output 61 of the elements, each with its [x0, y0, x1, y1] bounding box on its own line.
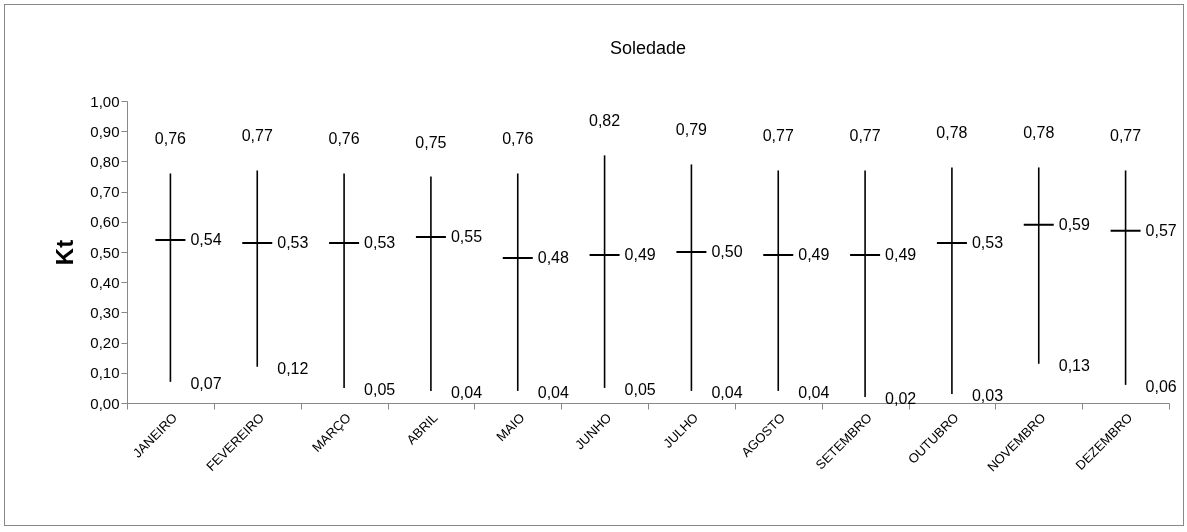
text: 0,04: [798, 383, 830, 401]
text: 0,76: [328, 130, 360, 148]
chart-title: Soledade: [609, 38, 687, 58]
text: 0,59: [1058, 215, 1090, 233]
text: 0,82: [589, 112, 621, 130]
y-tick-label: 0,30: [90, 303, 120, 321]
text: 0,78: [936, 124, 968, 142]
text: 0,79: [675, 121, 707, 139]
candlestick: [935, 166, 968, 395]
text: 0,04: [450, 383, 483, 401]
y-tick-label: 0,10: [90, 364, 120, 382]
y-axis-title: Kt: [51, 239, 79, 266]
text: 0,05: [624, 380, 656, 398]
y-tick-label: 0,80: [90, 152, 120, 170]
text: 0,13: [1058, 356, 1090, 374]
text: 0,77: [1110, 127, 1142, 145]
candlestick: [849, 169, 882, 398]
text: 0,49: [624, 246, 656, 264]
y-tick-label: 0,70: [90, 183, 120, 201]
candlestick: [1022, 166, 1055, 365]
candlestick: [1109, 169, 1142, 386]
candlestick: [501, 172, 534, 392]
text: 0,12: [277, 359, 309, 377]
text: 0,05: [364, 380, 396, 398]
text: 0,49: [885, 246, 917, 264]
candlestick: [414, 175, 447, 392]
text: 0,07: [190, 374, 222, 392]
candlestick: [675, 163, 708, 392]
text: 0,78: [1023, 124, 1055, 142]
y-tick-label: 0,50: [90, 243, 120, 261]
text: 0,53: [364, 233, 396, 251]
text: 0,54: [190, 230, 222, 248]
text: 0,57: [1145, 221, 1177, 239]
text: 0,77: [849, 127, 881, 145]
text: 0,04: [537, 383, 569, 401]
text: 0,76: [502, 130, 534, 148]
text: 0,02: [885, 389, 917, 407]
candlestick: [328, 172, 361, 389]
text: 0,53: [971, 233, 1004, 251]
text: 0,48: [537, 249, 569, 267]
y-tick-label: 0,60: [90, 213, 120, 231]
candlestick: [762, 169, 795, 392]
y-tick-label: 0,00: [90, 394, 120, 412]
candlestick: [241, 169, 274, 368]
text: 0,77: [241, 127, 273, 145]
y-tick-label: 0,90: [90, 122, 120, 140]
text: 0,75: [415, 133, 447, 151]
y-tick-label: 0,40: [90, 273, 120, 291]
text: 0,50: [711, 243, 743, 260]
text: 0,49: [798, 246, 830, 264]
text: 0,76: [154, 130, 186, 148]
text: 0,06: [1145, 377, 1177, 395]
y-tick-label: 1,00: [90, 92, 120, 110]
text: 0,55: [450, 227, 483, 245]
text: 0,53: [277, 233, 309, 251]
text: 0,03: [971, 386, 1004, 404]
text: 0,04: [711, 383, 743, 401]
candlestick: [588, 154, 621, 389]
text: 0,77: [762, 127, 794, 145]
y-tick-label: 0,20: [90, 334, 120, 352]
candlestick: [154, 172, 187, 383]
